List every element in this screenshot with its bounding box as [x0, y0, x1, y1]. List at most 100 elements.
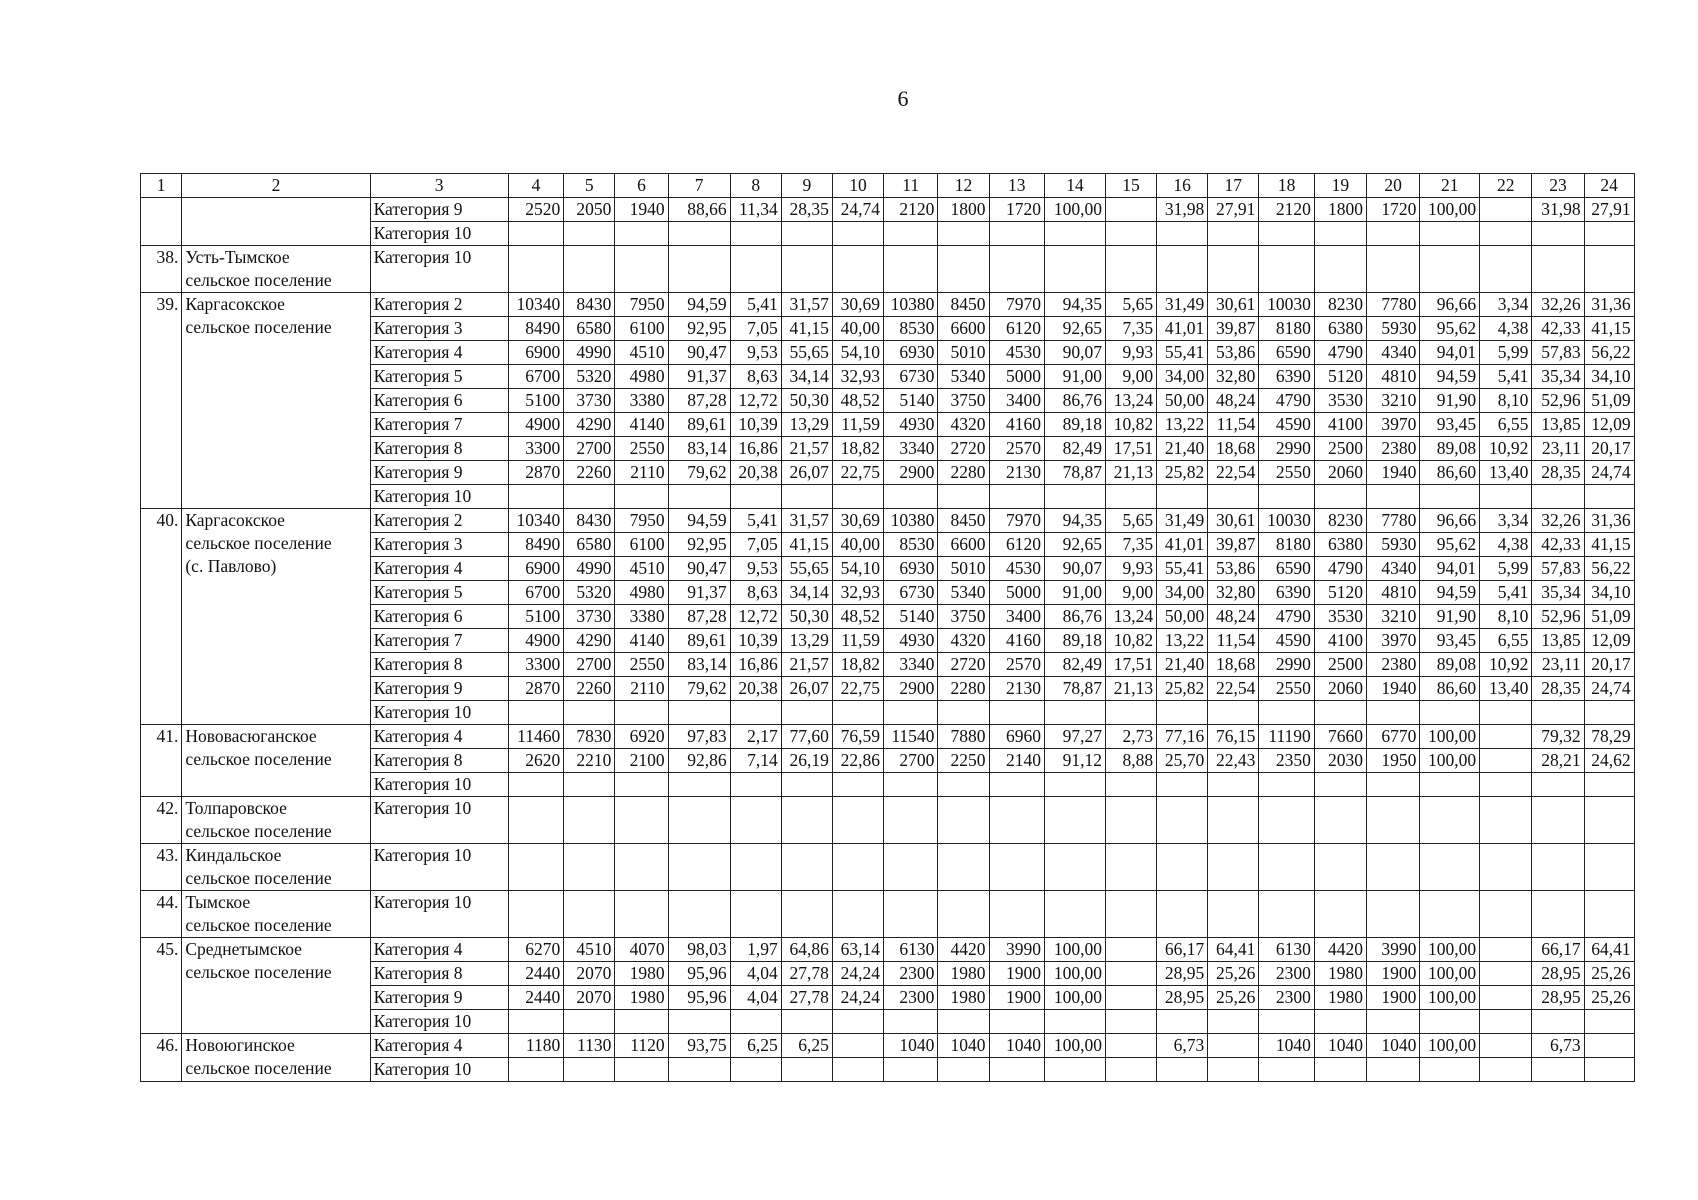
value-cell: 3750: [937, 604, 990, 629]
value-cell: [831, 772, 885, 797]
value-cell: [1044, 700, 1106, 725]
value-cell: 6590: [1258, 340, 1315, 365]
value-cell: [1419, 700, 1481, 725]
value-cell: [1156, 796, 1209, 844]
value-cell: 32,80: [1207, 364, 1260, 389]
value-cell: 4510: [614, 556, 669, 581]
header-cell: 1: [139, 173, 183, 198]
value-cell: 21,13: [1104, 460, 1158, 485]
value-cell: [1419, 772, 1481, 797]
value-cell: 48,24: [1207, 604, 1260, 629]
value-cell: 18,68: [1207, 652, 1260, 677]
value-cell: [1479, 484, 1533, 509]
value-cell: 78,87: [1044, 460, 1106, 485]
value-cell: 10030: [1258, 508, 1315, 533]
settlement-name: Среднетымское сельское поселение: [181, 937, 371, 1034]
value-cell: [1104, 221, 1158, 246]
value-cell: 2060: [1313, 460, 1368, 485]
value-cell: 10,92: [1479, 652, 1533, 677]
header-row: 1 2 3 4 5 6 7 8 9 10 11 12 13 14 15 16 17 18 19 20 21 22 23 24: [139, 173, 1635, 198]
value-cell: 3970: [1366, 412, 1421, 437]
value-cell: 28,95: [1156, 985, 1209, 1010]
value-cell: [1531, 245, 1585, 293]
value-cell: 2140: [988, 748, 1046, 773]
value-cell: [563, 245, 616, 293]
value-cell: 10,82: [1104, 628, 1158, 653]
value-cell: 91,37: [667, 580, 731, 605]
value-cell: [1479, 961, 1533, 986]
value-cell: 10340: [507, 292, 565, 317]
value-cell: [667, 1057, 731, 1082]
value-cell: 31,49: [1156, 292, 1209, 317]
value-cell: 3,34: [1479, 292, 1533, 317]
value-cell: 1720: [988, 197, 1046, 222]
value-cell: [883, 700, 939, 725]
category: Категория 6: [369, 388, 509, 413]
value-cell: 26,07: [780, 460, 833, 485]
value-cell: 3340: [883, 436, 939, 461]
value-cell: 82,49: [1044, 436, 1106, 461]
header-cell: 24: [1583, 173, 1635, 198]
value-cell: [1207, 484, 1260, 509]
header-cell: 3: [369, 173, 509, 198]
category: Категория 4: [369, 937, 509, 962]
value-cell: 2570: [988, 652, 1046, 677]
value-cell: 4290: [563, 628, 616, 653]
value-cell: [1104, 1009, 1158, 1034]
value-cell: [1583, 772, 1635, 797]
value-cell: 2550: [614, 652, 669, 677]
value-cell: 2870: [507, 460, 565, 485]
value-cell: [729, 221, 782, 246]
value-cell: 4340: [1366, 556, 1421, 581]
value-cell: 6390: [1258, 580, 1315, 605]
value-cell: 64,41: [1583, 937, 1635, 962]
value-cell: 76,59: [831, 724, 885, 749]
category: Категория 10: [369, 843, 509, 891]
value-cell: 17,51: [1104, 436, 1158, 461]
value-cell: [1258, 796, 1315, 844]
value-cell: [1258, 700, 1315, 725]
value-cell: [1366, 772, 1421, 797]
value-cell: 56,22: [1583, 340, 1635, 365]
value-cell: [1207, 221, 1260, 246]
value-cell: 90,47: [667, 556, 731, 581]
value-cell: 34,14: [780, 580, 833, 605]
table-row: Категория 4 6900 4990 4510 90,47 9,53 55,65 54,…: [141, 556, 1635, 581]
value-cell: 94,59: [667, 292, 731, 317]
value-cell: 6730: [883, 364, 939, 389]
value-cell: 6100: [614, 532, 669, 557]
value-cell: 4320: [937, 412, 990, 437]
value-cell: [1156, 1057, 1209, 1082]
value-cell: 8530: [883, 532, 939, 557]
value-cell: 98,03: [667, 937, 731, 962]
value-cell: [1531, 1057, 1585, 1082]
value-cell: [1258, 484, 1315, 509]
value-cell: 42,33: [1531, 316, 1585, 341]
value-cell: 30,69: [831, 292, 885, 317]
value-cell: [1207, 1057, 1260, 1082]
value-cell: 3340: [883, 652, 939, 677]
value-cell: 32,26: [1531, 292, 1585, 317]
value-cell: 2,17: [729, 724, 782, 749]
table-row: Категория 5 6700 5320 4980 91,37 8,63 34,14 32,…: [141, 364, 1635, 389]
value-cell: 89,61: [667, 412, 731, 437]
value-cell: [1313, 1057, 1368, 1082]
value-cell: 5,41: [729, 508, 782, 533]
value-cell: [831, 1009, 885, 1034]
value-cell: 41,01: [1156, 532, 1209, 557]
value-cell: 95,96: [667, 961, 731, 986]
value-cell: 95,62: [1419, 532, 1481, 557]
value-cell: [883, 843, 939, 891]
value-cell: 2100: [614, 748, 669, 773]
value-cell: [667, 890, 731, 938]
value-cell: 2210: [563, 748, 616, 773]
header-cell: 21: [1419, 173, 1481, 198]
value-cell: 5000: [988, 364, 1046, 389]
value-cell: 5930: [1366, 532, 1421, 557]
value-cell: [883, 1057, 939, 1082]
value-cell: 2720: [937, 436, 990, 461]
value-cell: [988, 484, 1046, 509]
category: Категория 10: [369, 1057, 509, 1082]
value-cell: 24,74: [1583, 460, 1635, 485]
